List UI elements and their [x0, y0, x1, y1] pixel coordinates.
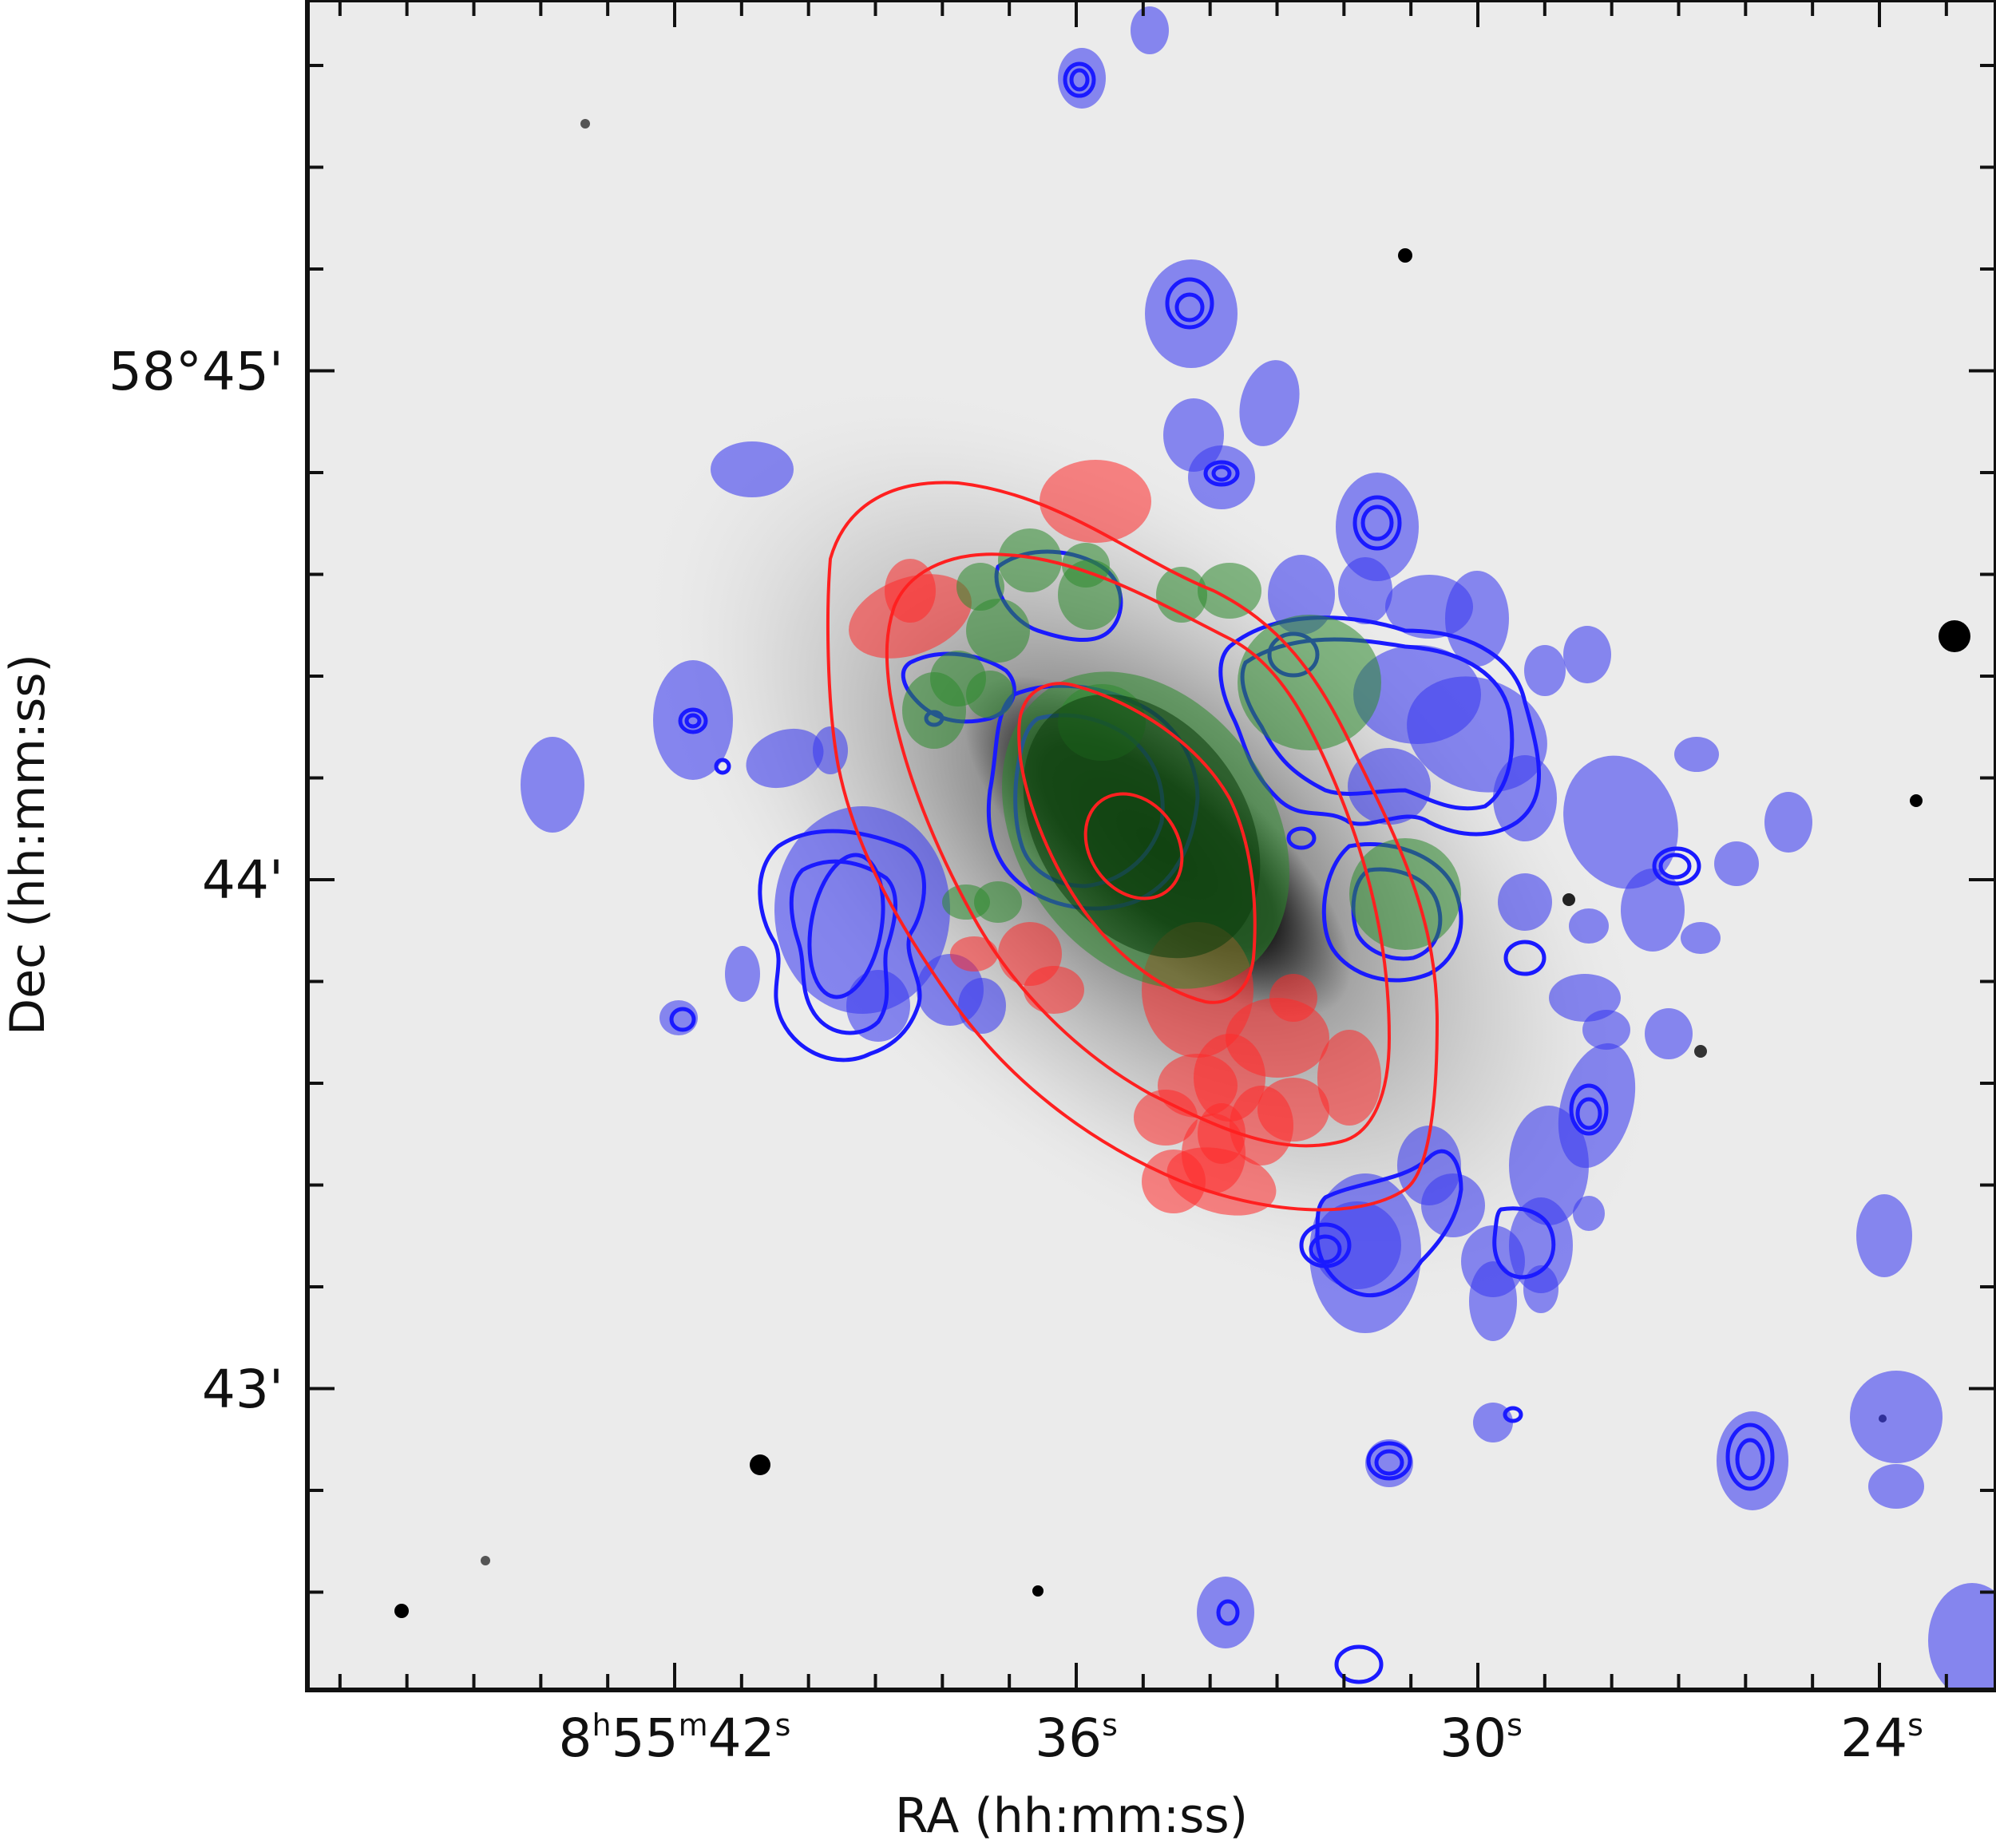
- x-tick-label-30s: 30s: [1440, 1708, 1523, 1769]
- x-tick-label-36s: 36s: [1035, 1708, 1118, 1769]
- y-tick-label-43: 43': [202, 1359, 283, 1420]
- y-axis-label: Dec (hh:mm:ss): [0, 654, 56, 1035]
- blue-ellipses: [521, 6, 1996, 1690]
- plot-frame: [305, 0, 1996, 1692]
- x-tick-label-42s: 8h55m42s: [559, 1708, 791, 1769]
- x-axis-label: RA (hh:mm:ss): [895, 1788, 1248, 1844]
- red-contours: [826, 481, 1440, 1212]
- y-tick-label-44: 44': [202, 849, 283, 911]
- red-ellipses: [849, 460, 1381, 1216]
- y-axis-ticks: [307, 64, 1996, 1594]
- y-tick-label-45: 58°45': [109, 341, 283, 402]
- x-axis-ticks: [338, 0, 1948, 1690]
- x-tick-label-24s: 24s: [1840, 1708, 1923, 1769]
